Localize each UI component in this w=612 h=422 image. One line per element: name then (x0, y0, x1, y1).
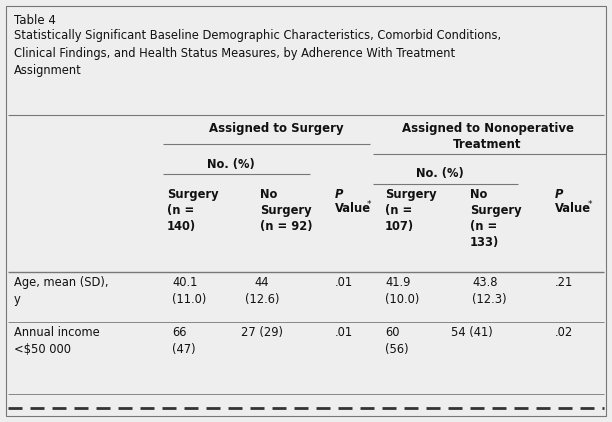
Text: 60
(56): 60 (56) (385, 326, 409, 356)
Text: No
Surgery
(n =
133): No Surgery (n = 133) (470, 188, 521, 249)
Text: Assigned to Surgery: Assigned to Surgery (209, 122, 343, 135)
Text: Annual income
<$50 000: Annual income <$50 000 (14, 326, 100, 356)
Text: .01: .01 (335, 276, 353, 289)
Text: Surgery
(n =
140): Surgery (n = 140) (167, 188, 218, 233)
Text: Table 4: Table 4 (14, 14, 56, 27)
Text: No
Surgery
(n = 92): No Surgery (n = 92) (260, 188, 313, 233)
Text: Statistically Significant Baseline Demographic Characteristics, Comorbid Conditi: Statistically Significant Baseline Demog… (14, 29, 501, 77)
Text: 43.8
(12.3): 43.8 (12.3) (472, 276, 507, 306)
Text: 40.1
(11.0): 40.1 (11.0) (172, 276, 206, 306)
Text: Value: Value (555, 202, 591, 215)
Text: 27 (29): 27 (29) (241, 326, 283, 339)
Text: 54 (41): 54 (41) (451, 326, 493, 339)
Text: Age, mean (SD),
y: Age, mean (SD), y (14, 276, 108, 306)
Text: No. (%): No. (%) (207, 158, 255, 171)
Text: P: P (555, 188, 564, 201)
Text: .02: .02 (555, 326, 573, 339)
Text: 41.9
(10.0): 41.9 (10.0) (385, 276, 419, 306)
Text: .21: .21 (555, 276, 573, 289)
Text: *: * (588, 200, 592, 209)
Text: No. (%): No. (%) (416, 167, 464, 180)
Text: Value: Value (335, 202, 371, 215)
Text: 44
(12.6): 44 (12.6) (245, 276, 279, 306)
Text: *: * (367, 200, 371, 209)
Text: Surgery
(n =
107): Surgery (n = 107) (385, 188, 436, 233)
Text: Assigned to Nonoperative
Treatment: Assigned to Nonoperative Treatment (401, 122, 573, 151)
Text: P: P (335, 188, 343, 201)
Text: 66
(47): 66 (47) (172, 326, 196, 356)
Text: .01: .01 (335, 326, 353, 339)
